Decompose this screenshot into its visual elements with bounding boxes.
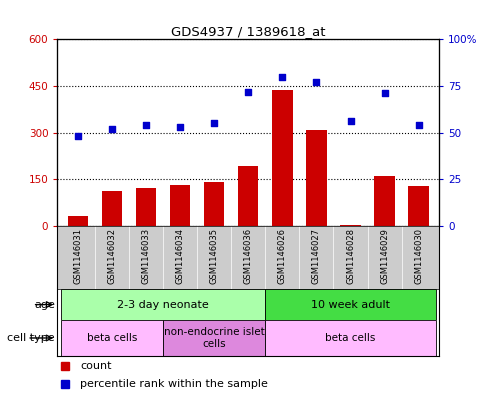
Bar xyxy=(272,90,292,226)
Point xyxy=(415,122,423,128)
Text: cell type: cell type xyxy=(7,333,55,343)
Text: count: count xyxy=(80,361,112,371)
Point xyxy=(108,126,116,132)
FancyBboxPatch shape xyxy=(61,289,265,320)
Bar xyxy=(67,216,88,226)
Text: GSM1146036: GSM1146036 xyxy=(244,228,253,284)
Bar xyxy=(204,182,225,226)
Point xyxy=(278,73,286,80)
Point xyxy=(142,122,150,128)
Text: GSM1146029: GSM1146029 xyxy=(380,228,389,284)
Text: GSM1146035: GSM1146035 xyxy=(210,228,219,284)
Text: GSM1146033: GSM1146033 xyxy=(142,228,151,284)
Bar xyxy=(340,225,361,226)
Text: GSM1146032: GSM1146032 xyxy=(107,228,116,284)
Text: percentile rank within the sample: percentile rank within the sample xyxy=(80,379,268,389)
Bar xyxy=(136,188,156,226)
Bar xyxy=(170,185,190,226)
Text: beta cells: beta cells xyxy=(87,333,137,343)
Text: beta cells: beta cells xyxy=(325,333,376,343)
FancyBboxPatch shape xyxy=(163,320,265,356)
Text: non-endocrine islet
cells: non-endocrine islet cells xyxy=(164,327,264,349)
Point xyxy=(346,118,354,125)
Text: GSM1146030: GSM1146030 xyxy=(414,228,423,284)
FancyBboxPatch shape xyxy=(265,320,436,356)
Text: GSM1146027: GSM1146027 xyxy=(312,228,321,284)
Bar xyxy=(102,191,122,226)
Point xyxy=(176,124,184,130)
Point xyxy=(381,90,389,97)
Point xyxy=(312,79,320,85)
Text: GSM1146028: GSM1146028 xyxy=(346,228,355,284)
Bar xyxy=(306,130,327,226)
Text: age: age xyxy=(34,299,55,310)
FancyBboxPatch shape xyxy=(265,289,436,320)
Bar xyxy=(238,166,258,226)
Bar xyxy=(374,176,395,226)
Title: GDS4937 / 1389618_at: GDS4937 / 1389618_at xyxy=(171,25,325,38)
Point xyxy=(74,133,82,140)
Text: 10 week adult: 10 week adult xyxy=(311,299,390,310)
Text: GSM1146034: GSM1146034 xyxy=(176,228,185,284)
Point xyxy=(210,120,218,127)
Text: 2-3 day neonate: 2-3 day neonate xyxy=(117,299,209,310)
Text: GSM1146026: GSM1146026 xyxy=(278,228,287,284)
Point xyxy=(244,88,252,95)
FancyBboxPatch shape xyxy=(61,320,163,356)
Bar xyxy=(409,186,429,226)
Text: GSM1146031: GSM1146031 xyxy=(73,228,82,284)
